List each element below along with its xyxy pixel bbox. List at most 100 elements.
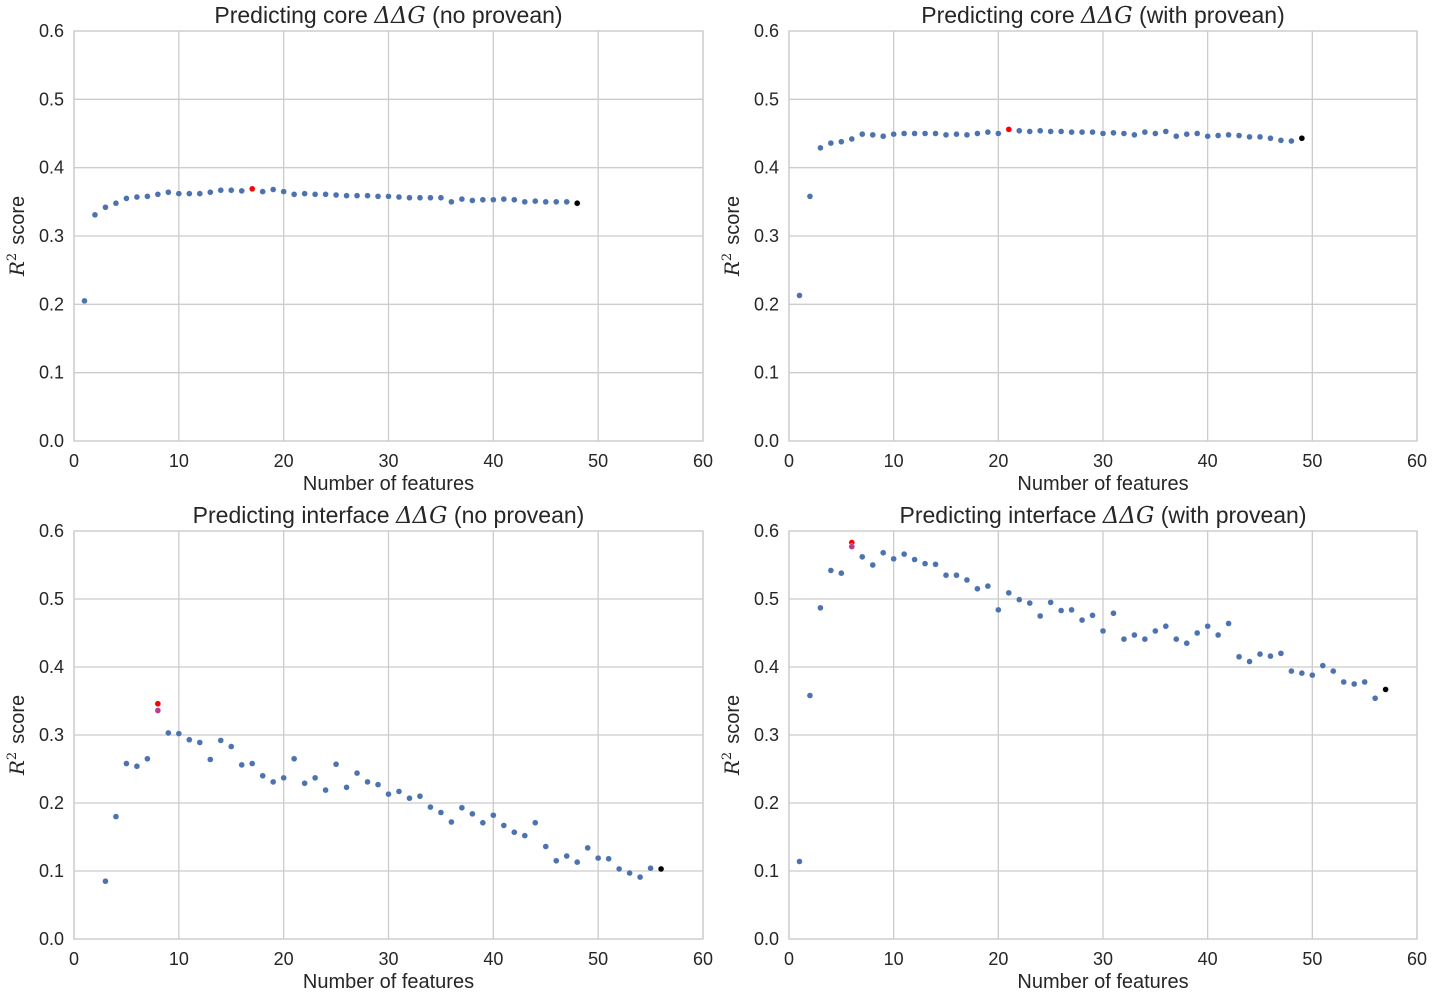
data-point <box>123 195 130 202</box>
data-point <box>1141 635 1149 643</box>
x-tick-label: 60 <box>1407 451 1427 471</box>
x-tick-label: 0 <box>784 451 794 471</box>
data-point <box>995 606 1002 614</box>
x-tick-label: 50 <box>588 949 608 969</box>
data-point <box>290 755 298 762</box>
data-point <box>921 560 929 567</box>
data-point <box>1371 695 1379 702</box>
data-point <box>1047 128 1054 135</box>
data-point <box>542 198 549 206</box>
data-point <box>458 804 466 811</box>
x-tick-label: 10 <box>169 949 189 969</box>
plot-frame <box>73 30 704 442</box>
data-point <box>1235 132 1243 139</box>
data-point <box>102 878 109 885</box>
data-point <box>1057 607 1065 614</box>
data-point <box>859 553 866 561</box>
data-point <box>1256 650 1264 658</box>
chart-title-part: Predicting core <box>921 2 1081 28</box>
data-point <box>984 128 992 136</box>
x-axis-label: Number of features <box>303 971 474 993</box>
y-axis-label-superscript: 2 <box>720 752 735 760</box>
data-point <box>437 194 445 201</box>
data-point <box>827 139 835 147</box>
data-point <box>364 778 371 786</box>
data-point <box>605 855 612 862</box>
data-point <box>1214 631 1222 639</box>
x-tick-label: 0 <box>69 451 79 471</box>
data-point <box>364 192 371 199</box>
x-tick-label: 20 <box>988 451 1008 471</box>
y-axis-label-symbol: R <box>720 261 744 277</box>
data-point <box>574 199 581 207</box>
y-axis-label-superscript: 2 <box>720 253 735 261</box>
data-point <box>1225 620 1232 627</box>
data-point <box>584 844 591 852</box>
data-point <box>144 193 151 200</box>
data-point <box>301 780 308 787</box>
data-point <box>186 736 193 743</box>
data-point <box>353 769 361 777</box>
data-point <box>1068 128 1075 136</box>
y-axis-label: R2 score <box>720 695 744 776</box>
y-axis-label-superscript: 2 <box>5 253 20 261</box>
data-point <box>932 130 939 137</box>
chart-title-part: ΔΔG <box>1102 503 1155 529</box>
data-point <box>1225 131 1232 139</box>
data-point <box>615 865 623 873</box>
data-point <box>1036 612 1044 620</box>
data-point <box>175 730 183 737</box>
subplot-1: 0 10 20 30 40 50 60 0.0 0.1 0.2 0.3 0.4 0.5 0.6 Predic… <box>5 2 713 495</box>
data-point <box>838 569 845 577</box>
y-axis-label: R2 score <box>5 196 29 277</box>
data-point <box>848 135 855 143</box>
y-axis-label-text: score <box>722 196 744 245</box>
data-point <box>900 130 908 137</box>
y-tick-label: 0.1 <box>39 861 64 881</box>
y-tick-label: 0.4 <box>39 158 64 178</box>
plot-frame <box>73 530 704 940</box>
data-point <box>374 193 382 200</box>
data-point <box>1099 627 1107 635</box>
x-tick-label: 40 <box>1198 949 1218 969</box>
data-point <box>1110 129 1117 137</box>
data-point <box>1099 130 1107 137</box>
data-point <box>1078 616 1086 624</box>
y-tick-label: 0.6 <box>754 521 779 541</box>
data-point <box>165 189 172 196</box>
data-point <box>1173 635 1180 643</box>
data-point <box>848 543 855 550</box>
chart-title-part: (with provean) <box>1133 2 1285 28</box>
y-tick-label: 0.3 <box>39 226 64 246</box>
data-point <box>217 187 224 194</box>
data-point <box>217 737 224 744</box>
data-point <box>647 865 654 872</box>
plot-frame <box>788 30 1418 442</box>
data-point <box>490 812 497 819</box>
data-point <box>437 809 445 816</box>
data-point <box>1026 599 1033 607</box>
data-point <box>563 852 570 860</box>
data-point <box>406 194 413 201</box>
y-tick-label: 0.1 <box>39 363 64 383</box>
data-point <box>1152 130 1159 137</box>
data-point <box>1173 133 1180 140</box>
x-tick-label: 40 <box>483 949 503 969</box>
subplot-3: 0 10 20 30 40 50 60 0.0 0.1 0.2 0.3 0.4 0.5 0.6 Predic… <box>5 502 713 993</box>
data-point <box>574 858 581 866</box>
data-point <box>890 130 897 138</box>
data-point <box>1026 128 1033 135</box>
data-point <box>332 761 340 768</box>
data-point <box>1256 133 1264 141</box>
data-point <box>1162 623 1170 630</box>
chart-title-part: Predicting core <box>214 2 374 28</box>
data-point <box>1047 599 1054 606</box>
y-axis-label-superscript: 2 <box>5 752 20 760</box>
data-point <box>500 822 508 829</box>
x-tick-label: 50 <box>588 451 608 471</box>
data-point <box>1288 137 1295 145</box>
data-point <box>869 561 876 569</box>
subplot-4: 0 10 20 30 40 50 60 0.0 0.1 0.2 0.3 0.4 0.5 0.6 Predic… <box>720 502 1427 993</box>
data-point <box>102 204 109 211</box>
